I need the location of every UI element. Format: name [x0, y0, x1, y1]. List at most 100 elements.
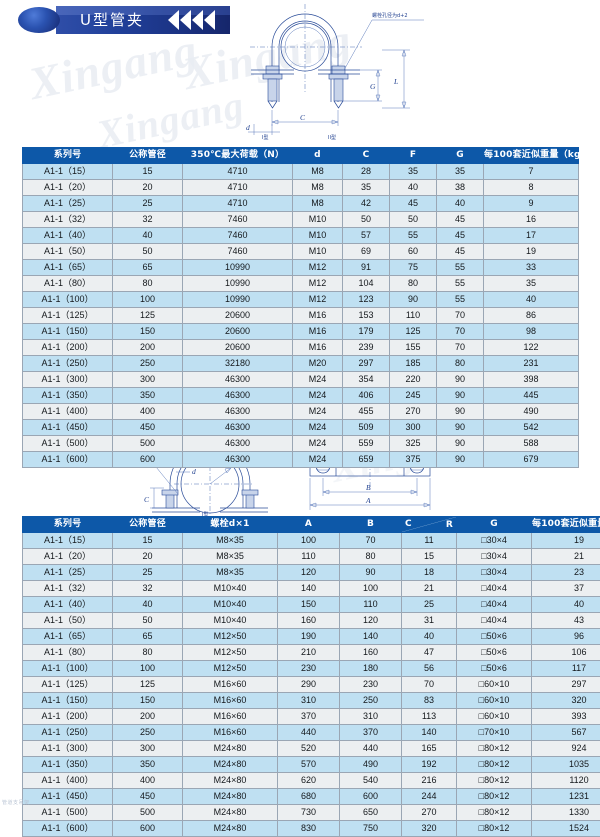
table-cell: 4710: [183, 180, 293, 196]
table-cell: 90: [340, 565, 402, 581]
table-cell: 110: [278, 549, 340, 565]
table-cell: 50: [113, 613, 183, 629]
table-cell: A1-1（600）: [23, 821, 113, 837]
catalog-page: Xingang Xingang Xingang Xingang Xingang …: [0, 0, 600, 807]
column-header-f: F: [390, 148, 437, 164]
table-cell: A1-1（200）: [23, 709, 113, 725]
table-cell: □40×4: [457, 613, 532, 629]
table-cell: 400: [113, 773, 183, 789]
table-cell: 104: [343, 276, 390, 292]
table-cell: A1-1（32）: [23, 581, 113, 597]
table-cell: □30×4: [457, 565, 532, 581]
table-cell: A1-1（80）: [23, 645, 113, 661]
table-cell: 35: [437, 164, 484, 180]
table-cell: 25: [113, 196, 183, 212]
table-cell: 125: [113, 677, 183, 693]
table-cell: A1-1（80）: [23, 276, 113, 292]
table-cell: 150: [113, 324, 183, 340]
table-cell: A1-1（100）: [23, 292, 113, 308]
table-cell: 440: [278, 725, 340, 741]
table-cell: 679: [484, 452, 579, 468]
table-cell: 500: [113, 436, 183, 452]
table-cell: 320: [402, 821, 457, 837]
table-cell: 69: [343, 244, 390, 260]
table-cell: 4710: [183, 164, 293, 180]
drawing-note-top: 螺栓孔径为d+2: [372, 12, 408, 19]
table-cell: A1-1（40）: [23, 597, 113, 613]
table-cell: 450: [113, 420, 183, 436]
table-cell: M24×80: [183, 821, 278, 837]
table-cell: A1-1（200）: [23, 340, 113, 356]
table-cell: 45: [437, 244, 484, 260]
table-cell: 90: [390, 292, 437, 308]
column-header-weight: 每100套近似重量（kg）: [484, 148, 579, 164]
table-cell: 620: [278, 773, 340, 789]
table-cell: 659: [343, 452, 390, 468]
table-cell: 70: [437, 324, 484, 340]
column-header-max-load: 350℃最大荷载（N）: [183, 148, 293, 164]
table-cell: 47: [402, 645, 457, 661]
page-title: U型管夹: [80, 10, 144, 30]
table-cell: 40: [113, 597, 183, 613]
table-cell: M16×60: [183, 677, 278, 693]
table-cell: 23: [532, 565, 600, 581]
table-cell: 125: [113, 308, 183, 324]
table-header-row: 系列号 公称管径 螺栓d×1 A B C R G 每100套近似重量（kg）: [23, 517, 600, 533]
table-cell: M24: [293, 436, 343, 452]
table-cell: M24: [293, 420, 343, 436]
table-cell: 25: [113, 565, 183, 581]
table-cell: 179: [343, 324, 390, 340]
table-cell: A1-1（15）: [23, 533, 113, 549]
table-cell: 20600: [183, 340, 293, 356]
column-header-c: C: [405, 517, 412, 531]
table-cell: 17: [484, 228, 579, 244]
table-cell: 270: [390, 404, 437, 420]
table-cell: □30×4: [457, 549, 532, 565]
table-cell: 57: [343, 228, 390, 244]
table-cell: 120: [340, 613, 402, 629]
table-cell: 96: [532, 629, 600, 645]
table-cell: 75: [390, 260, 437, 276]
table-cell: 7460: [183, 228, 293, 244]
table-cell: M10×40: [183, 581, 278, 597]
table-cell: 220: [390, 372, 437, 388]
table-cell: 50: [343, 212, 390, 228]
table-cell: □80×12: [457, 821, 532, 837]
table-cell: M16: [293, 324, 343, 340]
table-cell: A1-1（50）: [23, 244, 113, 260]
table-cell: 680: [278, 789, 340, 805]
table-cell: 80: [340, 549, 402, 565]
table-cell: □80×12: [457, 757, 532, 773]
table-cell: □70×10: [457, 725, 532, 741]
table-cell: 150: [113, 693, 183, 709]
table-cell: M24: [293, 452, 343, 468]
table-cell: 28: [343, 164, 390, 180]
table-cell: A1-1（350）: [23, 757, 113, 773]
table-cell: 91: [343, 260, 390, 276]
table-cell: 559: [343, 436, 390, 452]
table-cell: M24: [293, 388, 343, 404]
table-cell: M16×60: [183, 725, 278, 741]
table-cell: A1-1（20）: [23, 549, 113, 565]
table-cell: 45: [437, 212, 484, 228]
banner-circle-icon: [18, 7, 60, 33]
table-cell: 160: [340, 645, 402, 661]
table-cell: A1-1（450）: [23, 789, 113, 805]
column-header-d: d: [293, 148, 343, 164]
column-header-c-r-split: C R: [402, 517, 457, 533]
table-cell: 398: [484, 372, 579, 388]
table-cell: 15: [113, 164, 183, 180]
table-cell: □80×12: [457, 741, 532, 757]
table-cell: M24×80: [183, 789, 278, 805]
table-cell: 80: [390, 276, 437, 292]
table-cell: A1-1（125）: [23, 677, 113, 693]
